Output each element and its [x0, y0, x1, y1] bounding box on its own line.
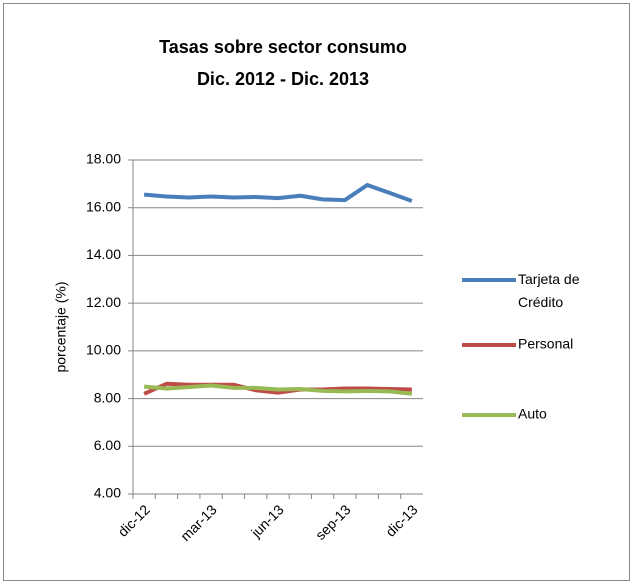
- y-tick-label: 8.00: [94, 389, 121, 405]
- legend-label: Personal: [518, 336, 573, 352]
- y-tick-label: 12.00: [86, 294, 121, 310]
- y-tick-label: 10.00: [86, 342, 121, 358]
- chart-title: Tasas sobre sector consumo: [159, 37, 407, 57]
- y-tick-label: 4.00: [94, 485, 121, 501]
- legend-label: Tarjeta de Crédito: [518, 271, 580, 310]
- y-tick-label: 14.00: [86, 246, 121, 262]
- y-tick-label: 18.00: [86, 151, 121, 167]
- y-tick-label: 16.00: [86, 198, 121, 214]
- series-line: [143, 381, 412, 396]
- series-line: [143, 383, 413, 396]
- chart-subtitle: Dic. 2012 - Dic. 2013: [197, 69, 369, 89]
- chart-border: [3, 3, 630, 581]
- y-axis-label: porcentaje (%): [53, 281, 69, 372]
- legend-label: Auto: [518, 406, 547, 422]
- y-tick-label: 6.00: [94, 437, 121, 453]
- series-line: [143, 183, 413, 203]
